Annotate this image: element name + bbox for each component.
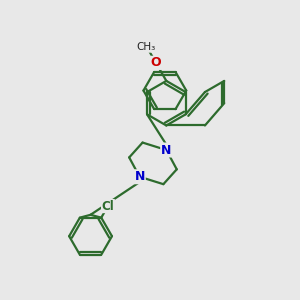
- Text: CH₃: CH₃: [137, 42, 156, 52]
- Text: O: O: [151, 56, 161, 69]
- Text: Cl: Cl: [102, 200, 114, 213]
- Text: N: N: [134, 170, 145, 183]
- Text: N: N: [161, 143, 172, 157]
